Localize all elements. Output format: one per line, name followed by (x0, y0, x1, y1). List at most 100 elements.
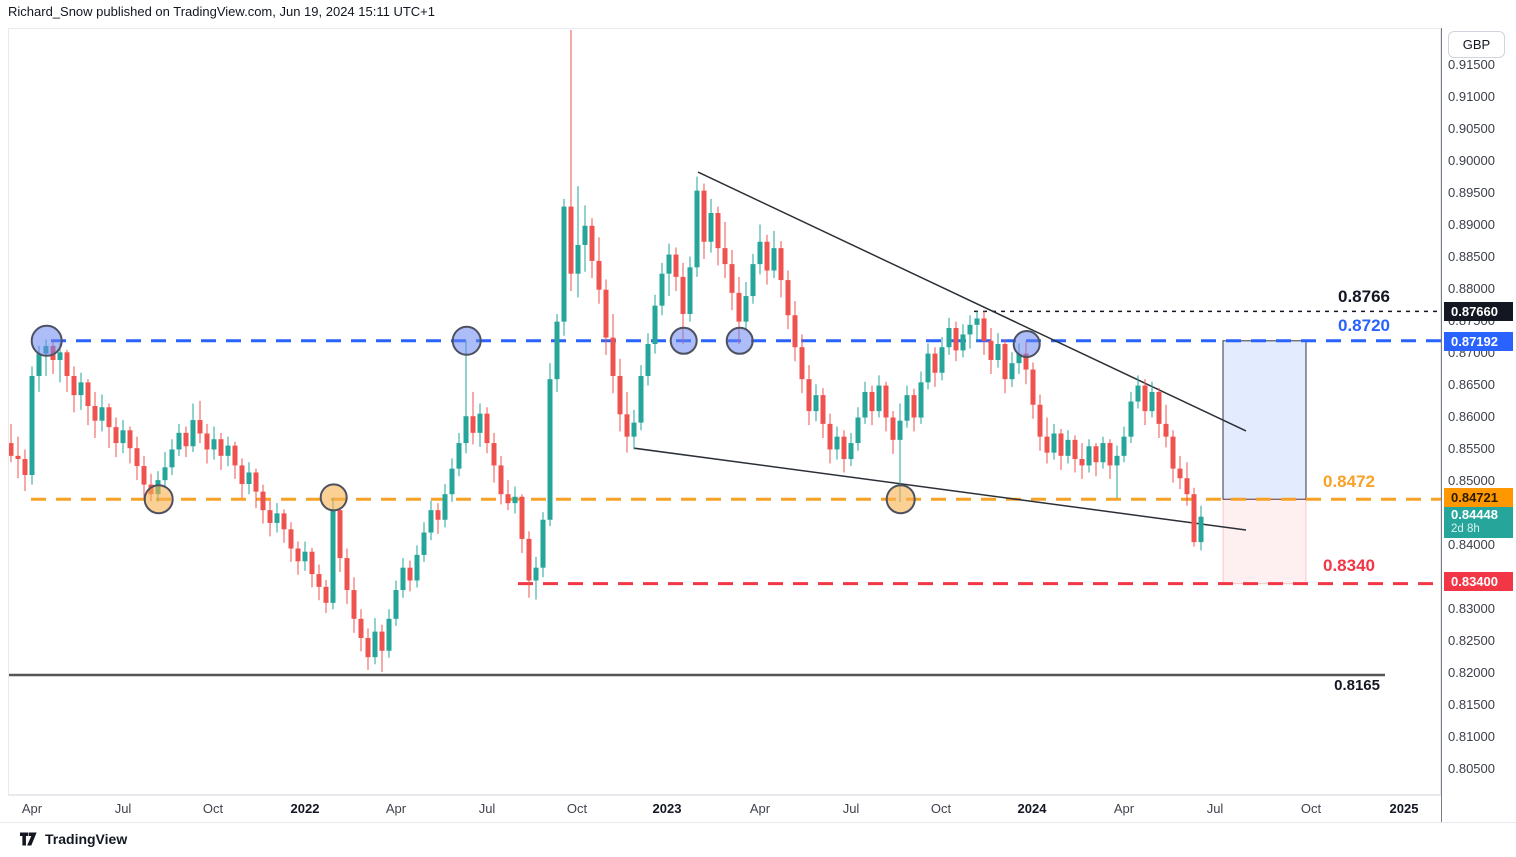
candle-body (855, 417, 861, 444)
price-tick-0.91500: 0.91500 (1448, 57, 1495, 72)
candle-body (141, 466, 147, 485)
time-tick-Jul: Jul (1206, 801, 1224, 816)
candle-body (1044, 436, 1050, 453)
time-tick-Oct: Oct (202, 801, 224, 816)
candle-body (778, 248, 784, 281)
candlestick-chart[interactable] (9, 29, 1442, 796)
time-tick-2023: 2023 (652, 801, 682, 816)
price-tick-0.82500: 0.82500 (1448, 633, 1495, 648)
candle-body (631, 422, 637, 437)
candle-body (456, 443, 462, 469)
highlight-circle-blue-7[interactable] (1012, 330, 1041, 359)
candle-body (36, 353, 42, 376)
candle-body (1002, 344, 1008, 380)
candle-body (414, 554, 420, 581)
candle-body (1170, 436, 1176, 469)
candle-body (365, 637, 371, 658)
candle-body (666, 254, 672, 274)
projection-box-1[interactable] (1222, 498, 1307, 585)
highlight-circle-blue-3[interactable] (451, 325, 482, 356)
candle-body (1065, 439, 1071, 456)
candle-body (337, 510, 343, 559)
candle-body (15, 455, 21, 460)
candle-body (379, 631, 385, 651)
candle-body (813, 395, 819, 412)
candle-body (624, 414, 630, 437)
price-tick-0.88500: 0.88500 (1448, 249, 1495, 264)
highlight-circle-orange-1[interactable] (143, 484, 174, 515)
candle-body (827, 423, 833, 450)
time-tick-Jul: Jul (114, 801, 132, 816)
candle-body (463, 416, 469, 444)
highlight-circle-blue-4[interactable] (669, 326, 698, 355)
candle-body (211, 439, 217, 450)
candle-body (239, 465, 245, 484)
candle-body (491, 443, 497, 466)
price-badge-0.84721: 0.84721 (1444, 487, 1513, 507)
candle-body (134, 448, 140, 467)
candle-body (421, 532, 427, 555)
price-tick-0.80500: 0.80500 (1448, 761, 1495, 776)
highlight-circle-blue-5[interactable] (725, 326, 754, 355)
candle-body (638, 375, 644, 423)
candle-body (736, 292, 742, 322)
time-tick-2024: 2024 (1017, 801, 1047, 816)
candle-body (1114, 455, 1120, 466)
candle-body (617, 375, 623, 415)
time-tick-Oct: Oct (1300, 801, 1322, 816)
candle-body (302, 551, 308, 562)
highlight-circle-blue-0[interactable] (30, 324, 63, 357)
candle-body (1079, 459, 1085, 466)
trendline-upper[interactable] (697, 171, 1247, 432)
candle-body (1030, 369, 1036, 405)
candle-body (400, 567, 406, 591)
candle-body (267, 510, 273, 523)
candle-body (533, 567, 539, 581)
tradingview-logo[interactable]: TradingView (20, 831, 127, 847)
price-tick-0.85500: 0.85500 (1448, 441, 1495, 456)
candle-body (1023, 353, 1029, 370)
candle-body (512, 496, 518, 504)
candle-body (659, 273, 665, 306)
candle-body (288, 529, 294, 549)
price-tick-0.89000: 0.89000 (1448, 217, 1495, 232)
candle-body (1128, 401, 1134, 437)
candle-body (428, 510, 434, 533)
price-axis-border (1441, 28, 1442, 822)
projection-box-0[interactable] (1222, 340, 1307, 500)
candle-body (218, 439, 224, 456)
candle-body (1107, 443, 1113, 466)
candle-body (750, 264, 756, 297)
time-tick-Apr: Apr (21, 801, 43, 816)
candle-body (1156, 391, 1162, 424)
candle-body (785, 280, 791, 316)
time-tick-2025: 2025 (1389, 801, 1419, 816)
candle-body (197, 420, 203, 434)
candle-body (351, 590, 357, 619)
chart-plot-area[interactable] (8, 28, 1442, 796)
candle-body (680, 276, 686, 314)
time-axis-border (8, 795, 1441, 796)
trendline-lower[interactable] (633, 447, 1247, 531)
candle-body (281, 513, 287, 530)
candle-body (295, 548, 301, 562)
candle-body (743, 296, 749, 322)
candle-body (64, 352, 70, 376)
candle-body (862, 391, 868, 418)
candle-body (92, 405, 98, 421)
highlight-circle-orange-6[interactable] (885, 484, 916, 515)
candle-body (904, 395, 910, 421)
candle-body (967, 324, 973, 335)
price-tick-0.82000: 0.82000 (1448, 665, 1495, 680)
price-tick-0.83000: 0.83000 (1448, 601, 1495, 616)
footer-divider (0, 822, 1516, 823)
candle-body (183, 432, 189, 447)
highlight-circle-orange-2[interactable] (319, 483, 348, 512)
candle-body (1100, 443, 1106, 463)
candle-body (435, 510, 441, 520)
currency-toggle-button[interactable]: GBP (1448, 31, 1505, 58)
candle-body (1198, 516, 1204, 543)
time-tick-Jul: Jul (478, 801, 496, 816)
price-badge-0.87192: 0.87192 (1444, 331, 1513, 351)
